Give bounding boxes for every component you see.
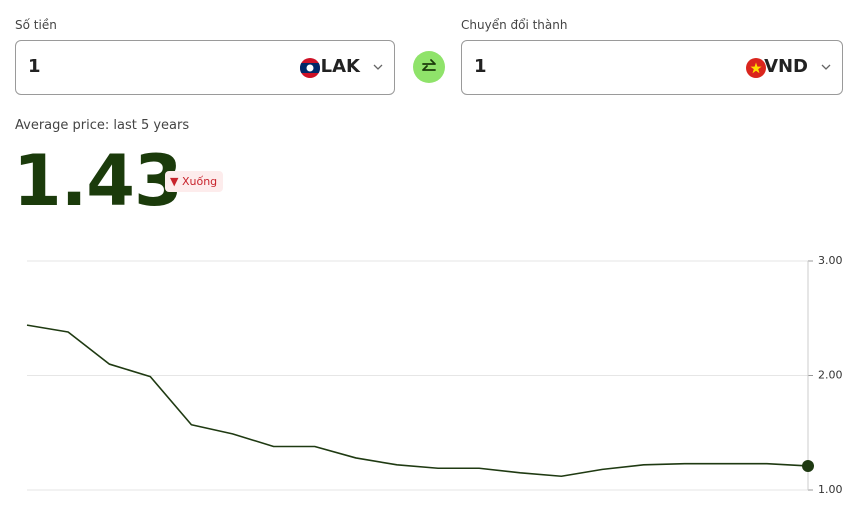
average-value: 1.43	[13, 140, 183, 222]
y-tick-label: 3.00	[818, 254, 843, 267]
to-input[interactable]: 1 VND	[461, 40, 843, 95]
price-line	[26, 324, 809, 478]
from-input[interactable]: 1 LAK	[15, 40, 395, 95]
to-amount[interactable]: 1	[474, 56, 487, 77]
chevron[interactable]	[372, 61, 384, 73]
summary-caption: Average price: last 5 years	[15, 118, 190, 133]
to-label: Chuyển đổi thành	[461, 18, 568, 32]
trend-text: Xuống	[181, 175, 218, 188]
vnd-flag	[746, 58, 766, 78]
from-currency[interactable]: LAK	[320, 56, 360, 77]
from-amount[interactable]: 1	[28, 56, 41, 77]
chart: 1.00 2.00 3.00	[26, 254, 843, 496]
end-point	[802, 459, 814, 472]
swap-icon	[422, 59, 436, 71]
to-currency[interactable]: VND	[764, 56, 808, 77]
y-tick-label: 2.00	[818, 369, 843, 382]
from-label: Số tiền	[15, 18, 57, 32]
y-tick-label: 1.00	[818, 483, 843, 496]
trend-badge: ▼ Xuống	[165, 171, 224, 192]
lak-flag	[300, 58, 320, 78]
chevron[interactable]	[820, 61, 832, 73]
swap-button[interactable]	[413, 51, 445, 83]
